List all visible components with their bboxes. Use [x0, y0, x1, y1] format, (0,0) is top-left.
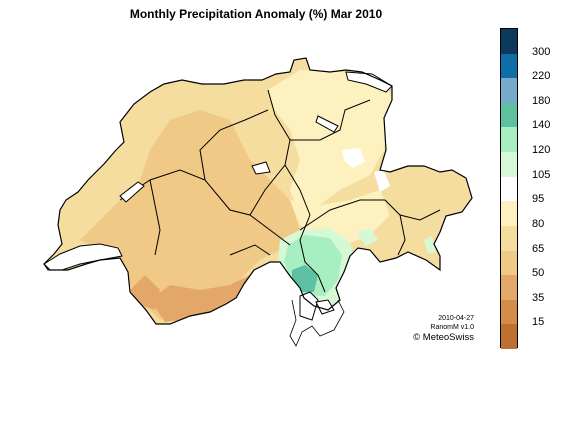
- colorbar-tick-label: 15: [532, 316, 545, 329]
- border-line: [397, 214, 406, 256]
- lake-lugano: [315, 299, 335, 315]
- colorbar-segment: [501, 201, 517, 227]
- colorbar-segment: [501, 275, 517, 301]
- colorbar-tick-label: 50: [532, 267, 545, 280]
- colorbar-tick-label: 120: [532, 144, 551, 157]
- colorbar-tick-label: 140: [532, 119, 551, 132]
- map-title: Monthly Precipitation Anomaly (%) Mar 20…: [129, 7, 383, 21]
- canton-borders: [119, 89, 441, 293]
- border-line: [149, 179, 161, 256]
- colorbar-segment: [501, 225, 517, 252]
- colorbar-segment: [501, 127, 517, 153]
- lake-zurich: [315, 115, 339, 133]
- colorbar-tick-label: 80: [532, 217, 545, 230]
- lake-constance: [345, 71, 393, 93]
- region-engadin-green: [356, 228, 378, 246]
- colorbar-segment: [501, 176, 517, 202]
- colorbar-segment: [501, 53, 517, 79]
- colorbar-tick-label: 220: [532, 70, 551, 83]
- credit-date: 2010-04-27: [438, 315, 474, 322]
- colorbar-segment: [501, 299, 517, 325]
- colorbar-segment: [501, 29, 517, 55]
- credits: 2010-04-27 RanomM v1.0 © MeteoSwiss: [380, 314, 474, 344]
- region-east-green: [424, 236, 436, 254]
- border-line: [249, 214, 291, 246]
- region-northern-switzerland: [268, 70, 392, 215]
- colorbar-tick-label: 300: [532, 45, 551, 58]
- border-line: [299, 199, 385, 231]
- colorbar-segment: [501, 152, 517, 178]
- colorbar-tick-label: 180: [532, 94, 551, 107]
- lake-geneva: [43, 243, 123, 271]
- region-white-north: [342, 148, 365, 168]
- border-line: [284, 164, 311, 216]
- colorbar-segment: [501, 324, 517, 350]
- border-line: [384, 199, 441, 221]
- colorbar-segment: [501, 78, 517, 104]
- credit-version: RanomM v1.0: [430, 324, 474, 331]
- region-graubuenden: [388, 168, 468, 255]
- colorbar-tick-label: 65: [532, 242, 545, 255]
- lakes: [43, 71, 393, 321]
- border-line: [199, 109, 269, 181]
- lake-lucerne: [251, 161, 271, 175]
- region-jura-dark: [150, 275, 250, 322]
- colorbar-segment: [501, 102, 517, 128]
- colorbar-tick-label: 35: [532, 291, 545, 304]
- credit-copyright: © MeteoSwiss: [413, 332, 474, 343]
- italian-lake-shore: [289, 299, 345, 347]
- border-line: [290, 99, 371, 141]
- border-line: [299, 214, 326, 293]
- region-central-plateau: [80, 110, 300, 320]
- lake-neuchatel: [119, 181, 145, 203]
- colorbar-tick-label: 105: [532, 168, 551, 181]
- colorbar-tick-label: 95: [532, 193, 545, 206]
- colorbar: [500, 28, 518, 350]
- colorbar-segment: [501, 250, 517, 276]
- region-ticino-140: [292, 265, 318, 292]
- border-line: [229, 244, 271, 256]
- region-white-east: [374, 170, 390, 192]
